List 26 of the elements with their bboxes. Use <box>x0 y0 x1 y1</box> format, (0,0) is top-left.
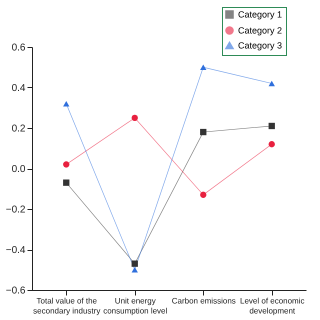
point <box>268 122 275 130</box>
point <box>268 80 275 86</box>
point <box>63 161 70 168</box>
point <box>132 114 138 122</box>
y-tick-label: 0.4 <box>12 83 26 94</box>
point <box>200 128 206 136</box>
y-tick-label: 0.0 <box>12 164 26 175</box>
y-tick-label: 0.2 <box>12 124 26 134</box>
y-tick-label: −0.6 <box>6 286 26 296</box>
y-tick-label: −0.4 <box>6 245 26 256</box>
x-tick-label: Level of economic development <box>240 296 304 316</box>
point <box>132 260 138 267</box>
legend-label: Category 2 <box>238 26 282 36</box>
y-tick-label: 0.6 <box>12 42 26 54</box>
point <box>132 267 138 272</box>
point <box>200 64 206 70</box>
point <box>63 180 70 186</box>
legend-label: Category 1 <box>238 10 282 20</box>
x-tick-label: Carbon emissions <box>172 296 236 306</box>
point <box>200 192 206 198</box>
point <box>63 100 70 106</box>
x-tick-label: Total value of the secondary industry <box>33 296 100 316</box>
x-tick-label: Unit energy consumption level <box>103 296 168 316</box>
legend-label: Category 3 <box>238 40 282 50</box>
point <box>268 141 275 148</box>
y-tick-label: −0.2 <box>6 204 26 216</box>
